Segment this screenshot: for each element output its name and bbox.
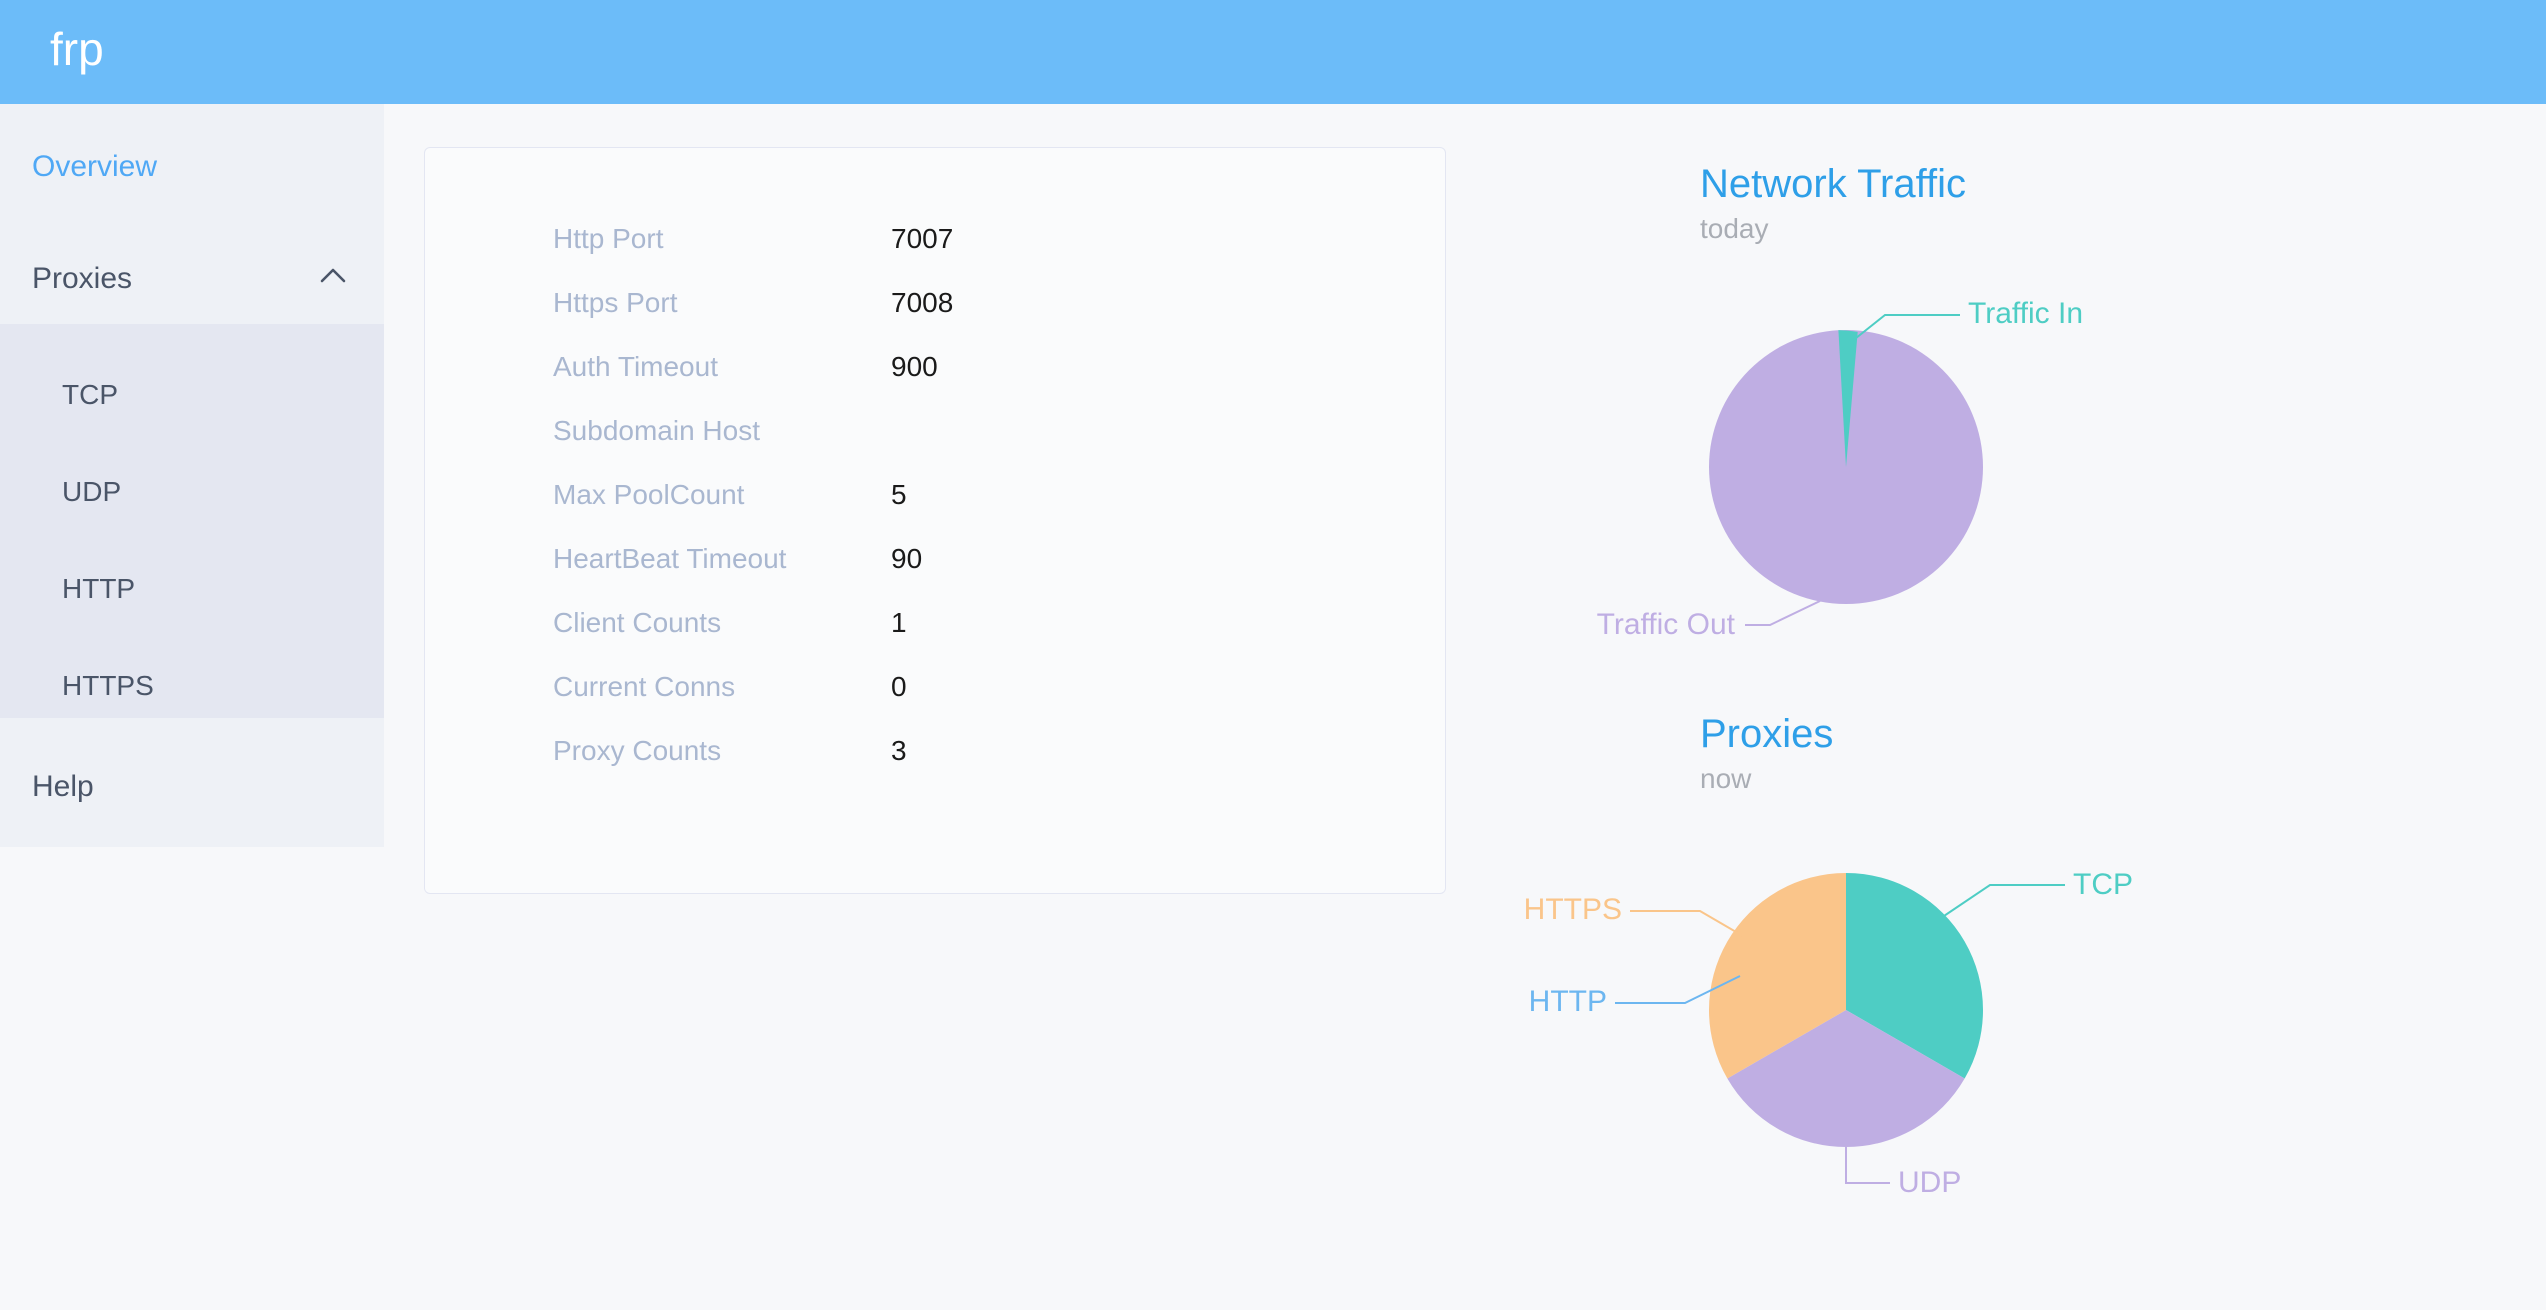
svg-text:Traffic Out: Traffic Out (1597, 608, 1736, 641)
svg-text:UDP: UDP (1898, 1166, 1961, 1199)
svg-text:TCP: TCP (2073, 868, 2133, 901)
svg-text:HTTP: HTTP (1529, 985, 1607, 1018)
svg-text:Traffic In: Traffic In (1968, 297, 2083, 330)
svg-text:HTTPS: HTTPS (1524, 893, 1622, 926)
